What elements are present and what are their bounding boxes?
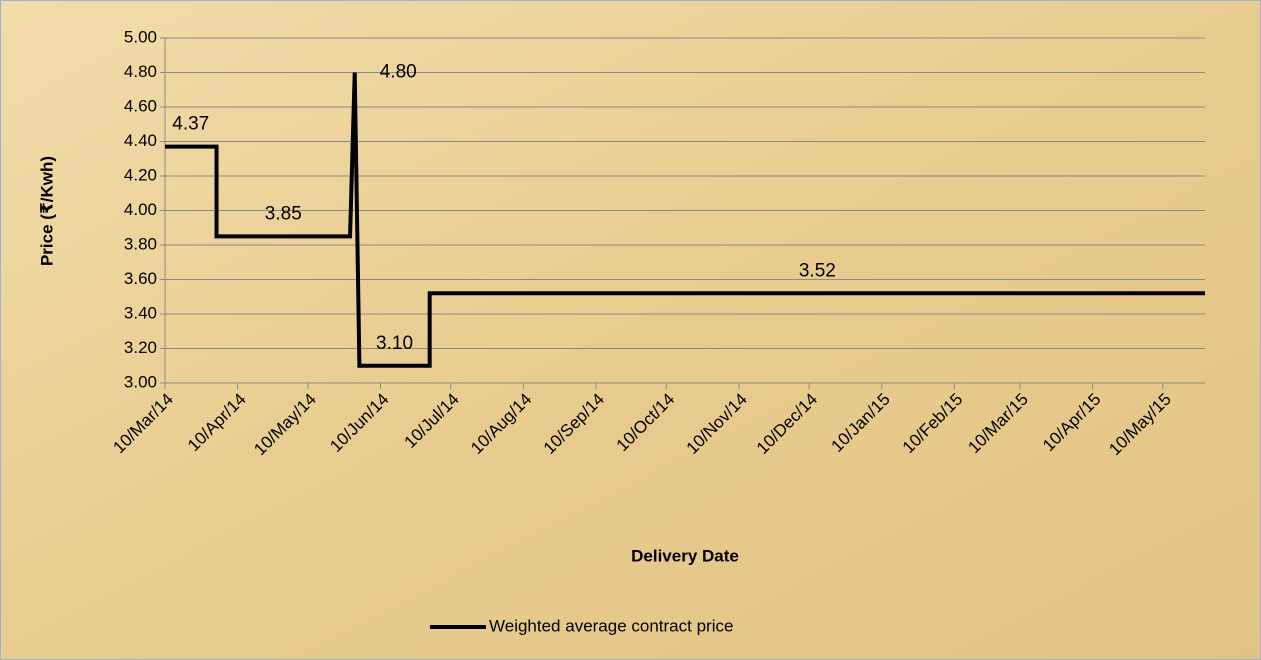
y-tick-label: 3.80 <box>124 234 157 253</box>
y-axis-title: Price (₹/Kwh) <box>37 156 56 266</box>
data-label: 4.37 <box>172 114 209 135</box>
y-tick-label: 4.20 <box>124 165 157 184</box>
legend-label: Weighted average contract price <box>489 616 733 635</box>
data-label: 3.52 <box>799 260 836 281</box>
data-label: 4.80 <box>380 62 417 83</box>
y-tick-label: 4.00 <box>124 200 157 219</box>
data-line <box>165 72 1205 368</box>
y-tick-label: 5.00 <box>124 27 157 46</box>
data-label: 3.10 <box>376 333 413 354</box>
y-tick-label: 3.00 <box>124 372 157 391</box>
data-label: 3.85 <box>265 203 302 224</box>
y-tick-label: 3.40 <box>124 303 157 322</box>
y-tick-label: 4.80 <box>124 62 157 81</box>
y-tick-label: 4.40 <box>124 131 157 150</box>
y-tick-label: 4.60 <box>124 96 157 115</box>
y-tick-label: 3.20 <box>124 338 157 357</box>
x-axis-title: Delivery Date <box>631 546 739 565</box>
y-tick-label: 3.60 <box>124 269 157 288</box>
